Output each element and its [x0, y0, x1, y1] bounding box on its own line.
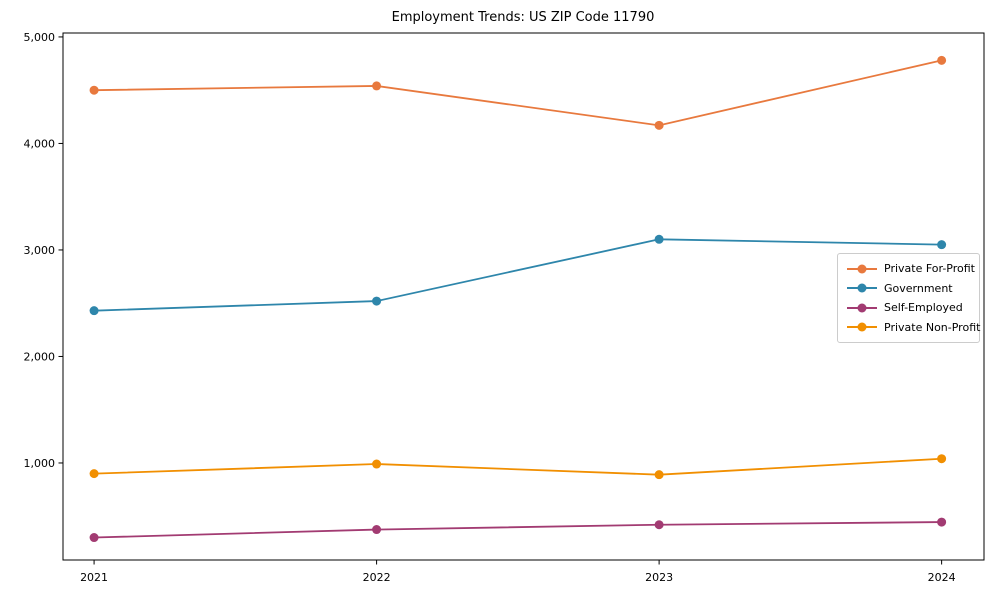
series-line	[94, 59, 942, 127]
data-point	[654, 520, 664, 530]
y-tick-label: 5,000	[24, 31, 56, 44]
x-tick-label: 2024	[928, 571, 956, 584]
data-point	[937, 454, 947, 464]
legend-line-marker-icon	[847, 264, 877, 274]
legend-label: Government	[884, 281, 953, 295]
data-point	[937, 517, 947, 527]
x-tick-label: 2021	[80, 571, 108, 584]
series-line	[94, 521, 942, 539]
legend: Private For-Profit Government Self-Employe…	[837, 253, 980, 343]
y-tick-label: 2,000	[24, 350, 56, 363]
legend-dot-icon	[857, 322, 867, 332]
legend-label: Private For-Profit	[884, 262, 975, 276]
legend-label: Private Non-Profit	[884, 320, 981, 334]
legend-item: Government	[847, 279, 971, 299]
data-point	[89, 306, 99, 316]
legend-line-marker-icon	[847, 283, 877, 293]
data-point	[372, 525, 382, 535]
legend-label: Self-Employed	[884, 301, 963, 315]
y-tick-label: 1,000	[24, 457, 56, 470]
data-point	[937, 240, 947, 250]
data-point	[372, 81, 382, 91]
legend-item: Self-Employed	[847, 298, 971, 318]
axis-frame	[62, 32, 985, 561]
legend-item: Private Non-Profit	[847, 318, 980, 338]
series-line	[94, 238, 942, 312]
legend-dot-icon	[857, 283, 867, 293]
data-point	[372, 459, 382, 469]
legend-item: Private For-Profit	[847, 259, 975, 279]
series-line	[94, 457, 942, 476]
data-point	[89, 85, 99, 95]
x-tick-label: 2022	[363, 571, 391, 584]
data-point	[654, 470, 664, 480]
data-point	[654, 234, 664, 244]
data-point	[89, 469, 99, 479]
data-point	[654, 120, 664, 130]
legend-line-marker-icon	[847, 322, 877, 332]
legend-line-marker-icon	[847, 303, 877, 313]
legend-dot-icon	[857, 264, 867, 274]
legend-dot-icon	[857, 303, 867, 313]
y-tick-label: 3,000	[24, 244, 56, 257]
chart-title: Employment Trends: US ZIP Code 11790	[392, 10, 655, 25]
y-tick-label: 4,000	[24, 137, 56, 150]
data-point	[372, 296, 382, 306]
data-point	[937, 55, 947, 65]
data-point	[89, 533, 99, 543]
x-tick-label: 2023	[645, 571, 673, 584]
